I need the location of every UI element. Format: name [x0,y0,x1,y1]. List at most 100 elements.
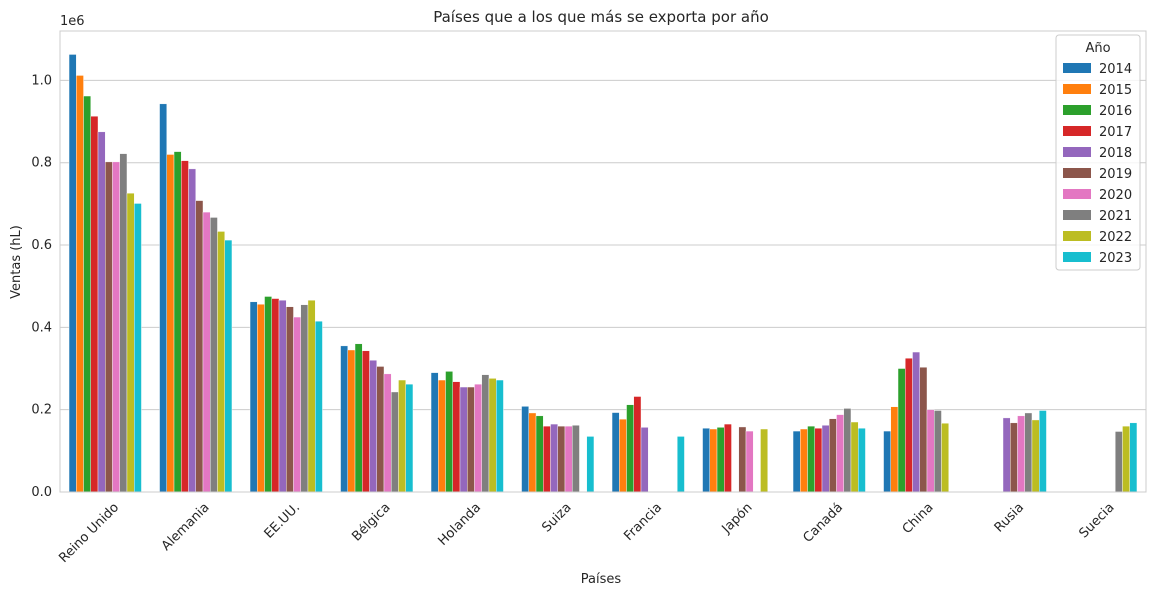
y-offset-label: 1e6 [60,14,85,29]
bar [452,381,461,493]
bar [278,299,287,493]
x-tick-label: Alemania [159,500,213,554]
y-tick-label: 1.0 [31,73,52,88]
legend-swatch [1063,84,1091,94]
bar [1017,415,1025,493]
bar [611,412,620,493]
bar [391,391,399,493]
bar [90,116,99,493]
legend-swatch [1063,105,1091,115]
bar [210,217,218,493]
x-tick-label: China [900,500,937,537]
bar [300,304,309,493]
legend-label: 2021 [1099,209,1132,224]
legend-label: 2018 [1099,146,1132,161]
bar [829,418,837,493]
y-tick-labels: 0.0 0.2 0.4 0.6 0.8 1.0 [31,73,52,500]
bar [286,306,294,493]
bar [716,427,725,493]
bar [760,428,768,493]
bar [181,160,189,493]
bar [134,203,142,493]
bar [557,425,566,493]
bar [97,131,106,493]
bar [626,404,634,493]
plot-frame [59,30,1147,493]
bar [166,154,175,493]
bar [905,358,913,493]
bar [376,366,385,493]
legend-swatch [1063,168,1091,178]
bar [488,378,497,493]
bar [76,75,84,493]
bar [738,426,747,493]
legend-items: 2014 2015 2016 2017 2018 2019 2020 2021 2022 2023 [1063,62,1132,266]
bar [709,428,718,493]
bar [354,343,363,493]
bar [745,430,754,493]
bar [459,386,468,493]
bar [438,379,446,493]
legend-label: 2019 [1099,167,1132,182]
bar [445,371,453,493]
bar [496,379,504,493]
bar [1024,412,1033,493]
bar [271,298,280,493]
bar [941,423,949,493]
legend-label: 2014 [1099,62,1132,77]
bar [633,396,642,493]
bar [640,427,649,493]
bar [105,161,113,493]
bar [572,425,580,493]
legend-label: 2017 [1099,125,1132,140]
bar [702,428,710,493]
bar [724,423,732,493]
y-tick-label: 0.0 [31,485,52,500]
bar [619,418,627,493]
bar [307,299,316,493]
bar [926,409,935,493]
bar [467,386,475,493]
bar [159,103,167,493]
x-axis-title: Países [581,572,622,587]
y-tick-label: 0.2 [31,403,52,418]
y-tick-label: 0.6 [31,238,52,253]
bar [919,367,928,493]
legend-swatch [1063,126,1091,136]
bar [1122,425,1130,493]
bar [119,153,128,493]
bar [1031,419,1040,493]
bar [800,428,808,493]
legend-label: 2015 [1099,83,1132,98]
bar [347,349,356,493]
y-tick-label: 0.8 [31,156,52,171]
bar [195,200,204,493]
x-tick-label: Reino Unido [56,500,122,566]
bar [535,415,544,493]
bar [362,350,370,493]
bar [836,414,844,493]
bar [83,95,91,493]
legend-label: 2023 [1099,251,1132,266]
bars [68,54,1138,493]
bar [369,360,377,493]
bar [1010,422,1018,493]
bar [1115,431,1123,493]
bar [398,379,406,493]
bar [843,408,852,493]
bar [126,192,135,493]
x-tick-label: Suiza [539,500,574,535]
bar [430,372,439,493]
legend-swatch [1063,252,1091,262]
bar [249,301,258,493]
legend-swatch [1063,231,1091,241]
x-tick-label: EE.UU. [262,500,304,542]
bar [912,351,920,493]
bar [315,320,323,493]
x-tick-label: Canadá [800,500,846,546]
bar [383,373,392,493]
bar [68,54,77,493]
bar [528,412,537,493]
bar [202,211,211,493]
y-tick-label: 0.4 [31,320,52,335]
